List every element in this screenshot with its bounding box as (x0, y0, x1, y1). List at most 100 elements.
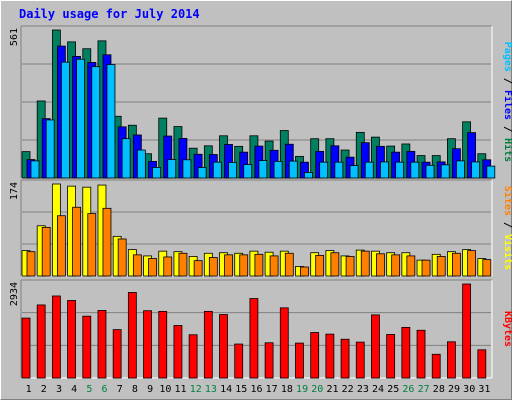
x-tick-label: 15 (235, 384, 247, 395)
x-tick-label: 8 (132, 384, 138, 395)
x-tick-label: 14 (220, 384, 232, 395)
bar-pages-day-23 (364, 161, 374, 179)
bar-kbytes-day-29 (447, 341, 456, 379)
bar-kbytes-day-12 (188, 334, 198, 379)
bar-sites-day-20 (315, 254, 325, 277)
bar-pages-day-14 (228, 162, 237, 179)
x-tick-label: 5 (86, 384, 92, 395)
bar-sites-day-12 (193, 260, 203, 277)
bar-sites-day-19 (300, 266, 309, 277)
x-tick-label: 18 (281, 384, 293, 395)
max-value-label: 2934 (9, 282, 20, 306)
bar-sites-day-27 (421, 259, 431, 277)
x-tick-label: 17 (266, 384, 278, 395)
bar-kbytes-day-26 (401, 326, 411, 379)
x-tick-label: 11 (175, 384, 187, 395)
x-tick-label: 3 (56, 384, 62, 395)
bar-kbytes-day-3 (51, 295, 61, 379)
chart-title: Daily usage for July 2014 (19, 7, 200, 21)
bar-sites-day-10 (163, 256, 173, 277)
bar-pages-day-6 (106, 64, 116, 179)
bar-kbytes-day-28 (431, 353, 441, 379)
bar-sites-day-28 (436, 256, 446, 277)
bar-kbytes-day-23 (355, 341, 365, 379)
bar-sites-day-7 (117, 238, 127, 277)
bar-sites-day-17 (269, 255, 279, 277)
series-legend-label: KBytes (502, 311, 512, 347)
bar-pages-day-21 (334, 161, 344, 179)
legend-part: / (502, 120, 512, 138)
x-tick-label: 1 (26, 384, 32, 395)
x-tick-label: 2 (41, 384, 47, 395)
bar-pages-day-22 (349, 165, 359, 179)
panel-3: 2934 KBytes (9, 279, 512, 379)
x-tick-label: 19 (296, 384, 308, 395)
bar-sites-day-6 (102, 207, 112, 277)
legend-part: KBytes (502, 311, 512, 347)
x-tick-label: 26 (402, 384, 414, 395)
x-tick-label: 7 (117, 384, 123, 395)
bar-pages-day-3 (60, 61, 70, 179)
bar-kbytes-day-24 (371, 314, 380, 379)
bar-kbytes-day-22 (340, 338, 350, 379)
bar-pages-day-26 (410, 161, 420, 179)
x-tick-label: 20 (311, 384, 323, 395)
series-legend-label: Sites / Visits (502, 186, 512, 270)
x-tick-label: 12 (190, 384, 202, 395)
bar-kbytes-day-27 (416, 329, 426, 379)
x-tick-label: 29 (448, 384, 460, 395)
bar-kbytes-day-18 (279, 307, 289, 379)
bar-sites-day-30 (467, 250, 477, 277)
bar-sites-day-2 (41, 226, 51, 277)
panel-1: 561 Pages / Files / Hits (9, 25, 512, 179)
bar-sites-day-13 (208, 257, 218, 277)
bar-sites-day-16 (254, 253, 264, 277)
bar-kbytes-day-25 (386, 334, 396, 379)
legend-part: / (502, 72, 512, 90)
bar-kbytes-day-2 (36, 304, 46, 379)
panel-2: 174 Sites / Visits (9, 179, 512, 277)
bar-kbytes-day-4 (67, 300, 76, 379)
bar-kbytes-day-14 (219, 314, 228, 379)
bar-pages-day-31 (486, 165, 496, 179)
bar-pages-day-9 (152, 167, 161, 179)
bar-pages-day-2 (45, 119, 55, 179)
bar-sites-day-31 (482, 259, 492, 277)
x-tick-label: 31 (478, 384, 490, 395)
bar-kbytes-day-31 (477, 349, 487, 379)
legend-part: Files (502, 90, 512, 120)
bar-sites-day-23 (360, 250, 370, 277)
bar-kbytes-day-5 (82, 315, 92, 379)
x-tick-label: 9 (147, 384, 153, 395)
bar-kbytes-day-19 (295, 342, 304, 379)
x-tick-label: 27 (418, 384, 430, 395)
bar-kbytes-day-7 (112, 329, 122, 379)
bar-kbytes-day-17 (264, 342, 274, 379)
x-tick-label: 23 (357, 384, 369, 395)
bar-kbytes-day-11 (173, 325, 183, 379)
series-legend-label: Pages / Files / Hits (502, 42, 512, 162)
bar-pages-day-11 (182, 159, 192, 179)
bar-sites-day-1 (26, 251, 36, 277)
bar-sites-day-25 (391, 254, 401, 277)
bar-pages-day-13 (212, 161, 222, 179)
bar-pages-day-29 (456, 160, 465, 179)
bar-pages-day-20 (319, 161, 329, 179)
bar-pages-day-12 (197, 167, 207, 179)
x-tick-label: 16 (250, 384, 262, 395)
bar-pages-day-1 (30, 160, 40, 179)
bar-pages-day-19 (304, 172, 313, 179)
x-tick-label: 10 (159, 384, 171, 395)
bar-sites-day-26 (406, 255, 416, 277)
bar-pages-day-18 (288, 160, 298, 179)
bar-kbytes-day-20 (310, 332, 320, 379)
bar-sites-day-5 (87, 213, 97, 277)
bar-kbytes-day-30 (462, 283, 472, 379)
bar-pages-day-16 (258, 160, 268, 179)
bar-pages-day-7 (121, 138, 131, 179)
legend-part: Hits (502, 138, 512, 162)
legend-part: Visits (502, 234, 512, 270)
bar-pages-day-17 (273, 160, 283, 179)
bar-sites-day-15 (239, 254, 249, 277)
